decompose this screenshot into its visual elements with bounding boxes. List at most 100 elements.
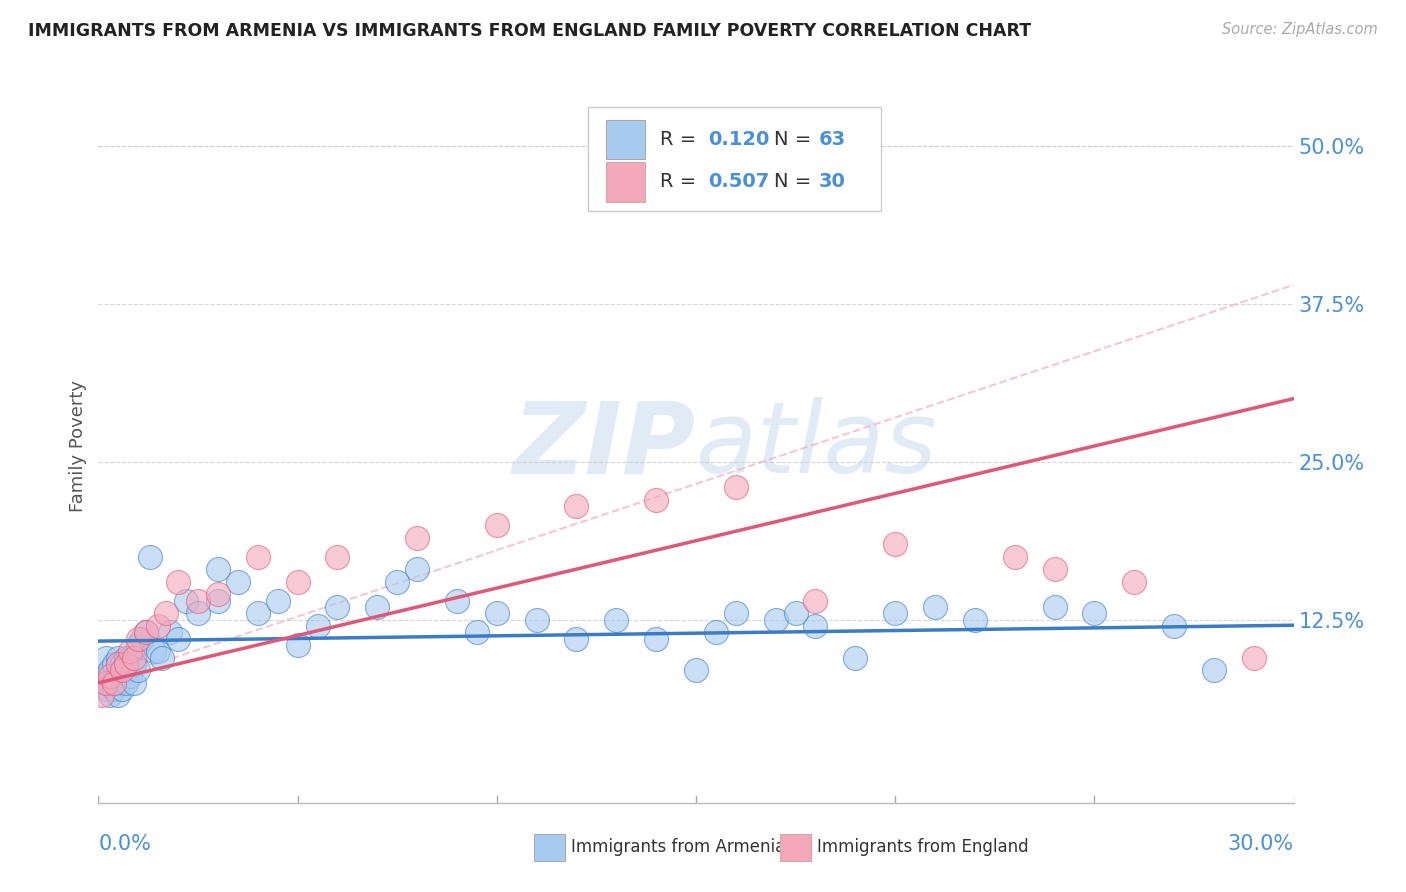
Text: IMMIGRANTS FROM ARMENIA VS IMMIGRANTS FROM ENGLAND FAMILY POVERTY CORRELATION CH: IMMIGRANTS FROM ARMENIA VS IMMIGRANTS FR… [28, 22, 1031, 40]
Point [91, 689, 114, 703]
Point [267, 593, 290, 607]
Point [120, 650, 142, 665]
Point [167, 574, 190, 589]
Point [96, 682, 118, 697]
Y-axis label: Family Poverty: Family Poverty [69, 380, 87, 512]
Text: Immigrants from Armenia: Immigrants from Armenia [571, 838, 785, 856]
Point [107, 675, 129, 690]
Point [103, 675, 125, 690]
Point [120, 669, 142, 683]
Point [115, 657, 138, 671]
Point [98, 663, 122, 677]
Point [804, 593, 827, 607]
Point [1163, 619, 1185, 633]
Point [526, 613, 548, 627]
Point [605, 613, 627, 627]
Point [207, 562, 229, 576]
Point [135, 625, 157, 640]
Point [884, 607, 907, 621]
Point [246, 549, 269, 564]
Point [207, 587, 229, 601]
Point [1043, 562, 1066, 576]
Point [127, 632, 149, 646]
Text: ZIP: ZIP [513, 398, 696, 494]
Point [465, 625, 488, 640]
Point [246, 607, 269, 621]
Point [111, 663, 134, 677]
Point [485, 517, 508, 532]
Point [187, 593, 209, 607]
Point [127, 663, 149, 677]
Point [446, 593, 468, 607]
Text: R =: R = [661, 172, 703, 192]
Text: R =: R = [661, 129, 703, 149]
Text: 0.120: 0.120 [709, 129, 769, 149]
Point [155, 607, 177, 621]
Point [107, 657, 129, 671]
Point [385, 574, 409, 589]
Point [124, 650, 146, 665]
Point [366, 600, 388, 615]
Point [1243, 650, 1265, 665]
Point [207, 593, 229, 607]
Point [139, 549, 162, 564]
Point [135, 625, 157, 640]
Text: 30.0%: 30.0% [1227, 834, 1294, 855]
Text: 63: 63 [820, 129, 846, 149]
Point [103, 657, 125, 671]
Point [645, 632, 668, 646]
Point [143, 644, 166, 658]
Point [131, 632, 153, 646]
Point [115, 675, 138, 690]
Point [91, 669, 114, 683]
Point [98, 669, 122, 683]
Point [111, 682, 134, 697]
Point [406, 562, 429, 576]
Point [485, 607, 508, 621]
Point [844, 650, 866, 665]
Point [406, 531, 429, 545]
Point [120, 644, 142, 658]
Point [804, 619, 827, 633]
Point [1202, 663, 1225, 677]
Point [96, 675, 118, 690]
Point [1123, 574, 1146, 589]
Point [1043, 600, 1066, 615]
Point [148, 619, 170, 633]
Point [124, 657, 146, 671]
Point [724, 607, 747, 621]
Text: 0.507: 0.507 [709, 172, 769, 192]
Point [150, 650, 173, 665]
Point [187, 607, 209, 621]
Point [174, 593, 197, 607]
Point [103, 682, 125, 697]
Point [326, 549, 349, 564]
Point [884, 537, 907, 551]
Point [226, 574, 249, 589]
Point [96, 650, 118, 665]
Text: 30: 30 [820, 172, 846, 192]
FancyBboxPatch shape [606, 162, 644, 202]
Point [307, 619, 329, 633]
Point [127, 638, 149, 652]
FancyBboxPatch shape [606, 120, 644, 159]
Text: Immigrants from England: Immigrants from England [817, 838, 1029, 856]
Point [1083, 607, 1105, 621]
Point [765, 613, 787, 627]
Point [565, 632, 588, 646]
Text: atlas: atlas [696, 398, 938, 494]
Text: N =: N = [773, 129, 817, 149]
Point [167, 632, 190, 646]
Text: N =: N = [773, 172, 817, 192]
Point [115, 650, 138, 665]
Text: Source: ZipAtlas.com: Source: ZipAtlas.com [1222, 22, 1378, 37]
Point [963, 613, 986, 627]
Point [287, 574, 309, 589]
Point [159, 625, 181, 640]
Point [326, 600, 349, 615]
Point [98, 675, 122, 690]
Point [148, 644, 170, 658]
FancyBboxPatch shape [588, 107, 882, 211]
Point [724, 480, 747, 494]
Point [645, 492, 668, 507]
